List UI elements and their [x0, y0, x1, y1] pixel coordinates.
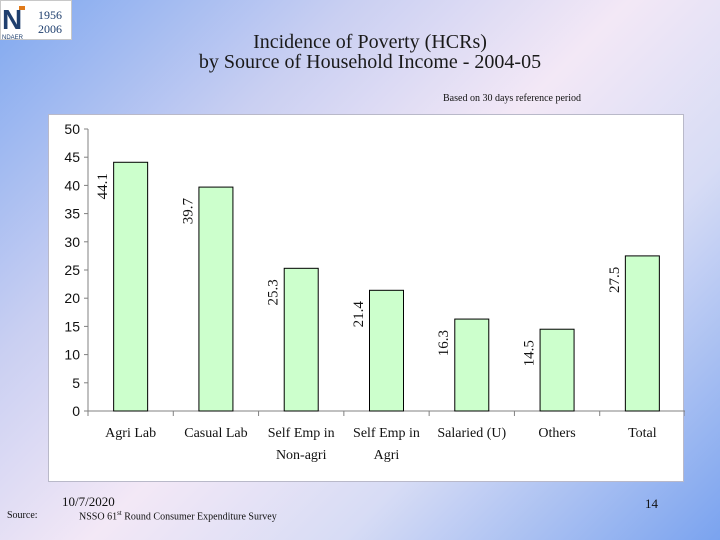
footer-date: 10/7/2020 [62, 494, 115, 509]
logo-org-text: NDAER [2, 35, 24, 41]
bar [624, 255, 660, 412]
x-category-label: Total [628, 426, 657, 441]
data-label: 21.4 [351, 301, 367, 328]
data-label: 14.5 [522, 340, 538, 366]
chart-title-line-2: by Source of Household Income - 2004-05 [198, 51, 542, 73]
logo-year-top: 1956 [38, 8, 62, 22]
y-tick-label: 5 [72, 375, 80, 391]
x-category-label: Casual Lab [184, 426, 247, 441]
y-tick-label: 20 [64, 290, 80, 306]
source-label: Source: [7, 510, 38, 521]
y-tick-label: 45 [64, 149, 80, 165]
y-tick-label: 40 [64, 177, 80, 193]
y-tick-label: 50 [64, 121, 80, 137]
bar [283, 267, 319, 412]
bar-chart: 0 5 10 15 20 25 30 35 40 45 50 44.1 Agri Lab 39.7 Casu… [64, 121, 685, 463]
x-category-label: Self Emp in [268, 426, 335, 441]
x-category-label: Others [538, 426, 575, 441]
x-category-label: Self Emp in [353, 426, 420, 441]
reference-period-note: Based on 30 days reference period [443, 93, 581, 104]
data-label: 27.5 [607, 267, 623, 293]
x-category-label: Agri Lab [105, 426, 156, 441]
chart-area: 0 5 10 15 20 25 30 35 40 45 50 44.1 Agri Lab 39.7 Casu… [48, 114, 685, 482]
x-category-label: Non-agri [276, 448, 327, 463]
source-text-post: Round Consumer Expenditure Survey [121, 511, 277, 523]
bar [113, 161, 149, 412]
bar [198, 186, 234, 412]
logo-year-bottom: 2006 [38, 22, 62, 36]
logo-accent [19, 6, 25, 10]
logo-graphic: N 1956 2006 NDAER [2, 4, 62, 41]
logo: N 1956 2006 NDAER [0, 0, 72, 41]
data-label: 44.1 [95, 173, 111, 199]
logo-letter: N [2, 4, 22, 35]
y-tick-label: 25 [64, 262, 80, 278]
x-category-label: Salaried (U) [437, 426, 506, 441]
y-tick-label: 0 [72, 403, 80, 419]
y-tick-label: 15 [64, 318, 80, 334]
bar [539, 328, 575, 412]
data-label: 39.7 [180, 197, 196, 224]
page-number: 14 [645, 496, 658, 511]
source-text-pre: NSSO 61 [79, 511, 118, 523]
data-label: 16.3 [436, 330, 452, 356]
bar [454, 318, 490, 412]
bar [369, 289, 404, 412]
y-tick-label: 10 [64, 347, 80, 363]
y-tick-label: 30 [64, 234, 80, 250]
source-text-sup: st [117, 509, 122, 517]
x-category-label: Agri [374, 448, 400, 463]
chart-title-line-1: Incidence of Poverty (HCRs) [253, 31, 487, 53]
source-text: NSSO 61st Round Consumer Expenditure Sur… [79, 509, 277, 522]
data-label: 25.3 [266, 279, 282, 305]
y-tick-label: 35 [64, 206, 80, 222]
